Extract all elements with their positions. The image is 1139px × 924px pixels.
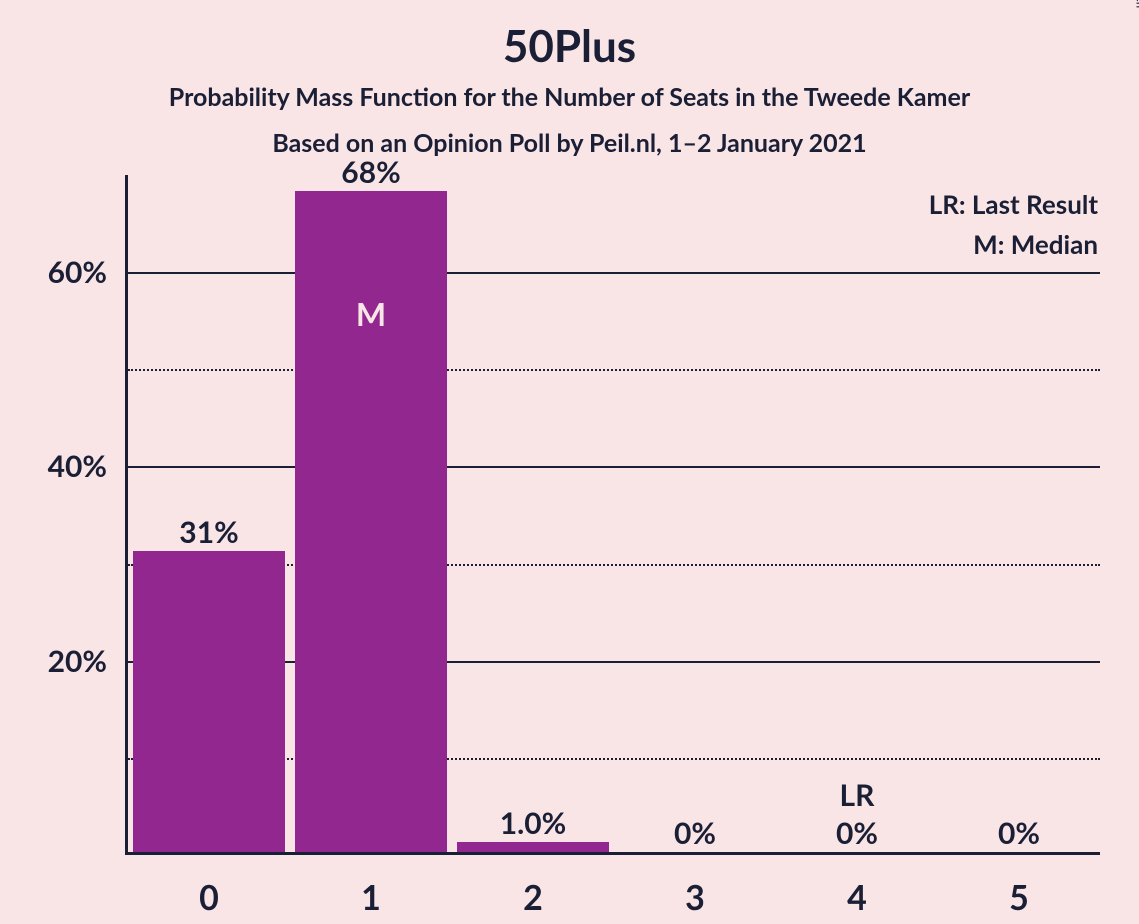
bar-value-label: 0%: [938, 815, 1100, 851]
x-tick-label: 3: [614, 877, 776, 918]
bar-annotation: M: [290, 294, 452, 333]
bar: [457, 842, 609, 852]
gridline-major: [128, 466, 1100, 468]
bar: [133, 551, 285, 852]
bar-value-label: 0%: [614, 815, 776, 851]
gridline-minor: [128, 369, 1100, 371]
copyright-text: © 2021 Filip van Laenen: [1133, 0, 1139, 8]
bar-annotation: LR: [776, 777, 938, 813]
bar: [295, 191, 447, 852]
legend-item: LR: Last Result: [929, 188, 1098, 220]
chart-subtitle-1: Probability Mass Function for the Number…: [0, 82, 1139, 112]
y-tick-label: 20%: [0, 643, 107, 679]
chart-subtitle-2: Based on an Opinion Poll by Peil.nl, 1–2…: [0, 128, 1139, 158]
legend-item: M: Median: [973, 228, 1098, 260]
x-tick-label: 0: [128, 877, 290, 918]
x-axis-line: [125, 852, 1100, 855]
x-tick-label: 1: [290, 877, 452, 918]
bar-value-label: 1.0%: [452, 805, 614, 841]
y-tick-label: 40%: [0, 448, 107, 484]
bar-value-label: 0%: [776, 815, 938, 851]
bar-value-label: 31%: [128, 514, 290, 550]
x-tick-label: 4: [776, 877, 938, 918]
gridline-major: [128, 272, 1100, 274]
y-tick-label: 60%: [0, 254, 107, 290]
bar-value-label: 68%: [290, 154, 452, 190]
chart-title: 50Plus: [0, 20, 1139, 72]
x-tick-label: 2: [452, 877, 614, 918]
x-tick-label: 5: [938, 877, 1100, 918]
